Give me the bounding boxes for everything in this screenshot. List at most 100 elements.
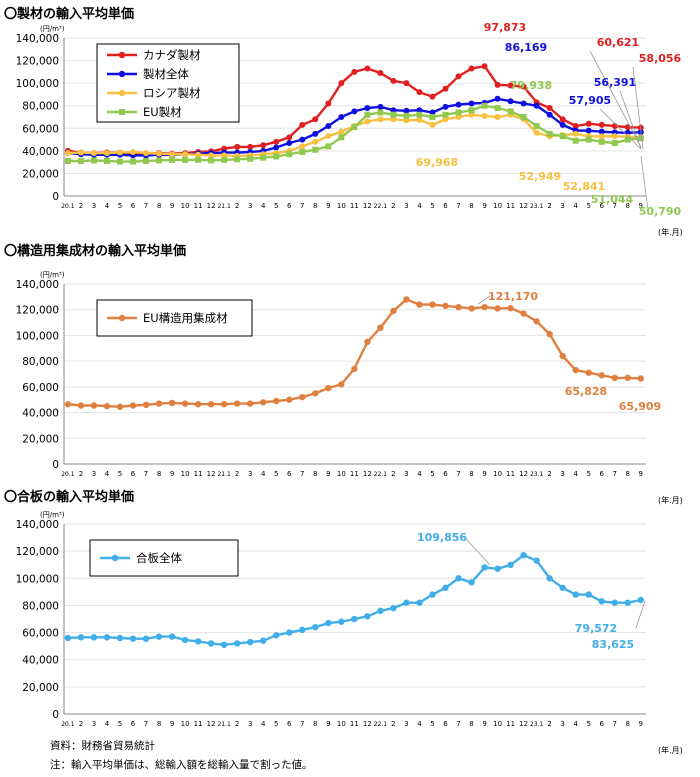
data-point [598, 372, 605, 379]
y-axis-label: (円/m³) [40, 511, 65, 519]
legend-swatch-marker [119, 109, 125, 115]
data-point [442, 302, 449, 310]
data-point [351, 615, 358, 623]
x-tick-label: 7 [144, 470, 148, 478]
data-point [442, 116, 449, 123]
data-point [481, 112, 488, 119]
x-tick-label: 8 [157, 470, 161, 478]
x-tick-label: 11 [506, 202, 515, 210]
x-tick-label: 6 [287, 720, 292, 728]
data-point [585, 591, 592, 598]
data-point [442, 103, 449, 110]
data-label: 56,391 [594, 76, 636, 89]
x-tick-label: 2 [547, 720, 551, 728]
data-point [273, 153, 280, 160]
data-point [143, 150, 150, 157]
series-4 [64, 102, 644, 165]
x-tick-label: 12 [363, 720, 372, 728]
data-point [572, 130, 579, 137]
data-point [390, 604, 397, 612]
data-point [155, 633, 163, 640]
data-point [559, 352, 566, 360]
data-point [637, 596, 644, 604]
x-tick-label: 23.1 [530, 203, 544, 210]
leader-line [589, 50, 642, 148]
data-point [338, 134, 345, 141]
data-point [377, 116, 384, 123]
data-point [338, 618, 345, 625]
data-point [312, 623, 319, 631]
data-point [377, 607, 384, 615]
data-point [533, 102, 540, 109]
x-tick-label: 5 [274, 470, 278, 478]
x-tick-label: 23.1 [530, 471, 544, 478]
data-point [546, 104, 553, 111]
x-tick-label: 11 [506, 470, 515, 478]
data-point [90, 157, 97, 164]
data-point [273, 632, 280, 639]
footnote: 注：輸入平均単価は、総輸入額を総輸入量で割った値。 [50, 759, 313, 771]
x-tick-label: 8 [626, 202, 630, 210]
x-tick-label: 3 [248, 720, 252, 728]
x-tick-label: 9 [326, 470, 330, 478]
data-point [130, 148, 137, 155]
data-point [325, 100, 332, 107]
x-tick-label: 20.1 [61, 471, 75, 478]
data-point [299, 393, 306, 401]
data-point [416, 89, 423, 96]
y-tick-label: 40,000 [22, 408, 59, 420]
leader-line [599, 108, 642, 150]
x-tick-label: 9 [482, 720, 486, 728]
data-point [77, 158, 84, 165]
data-point [116, 149, 123, 156]
x-tick-label: 8 [313, 720, 317, 728]
data-point [403, 117, 410, 124]
data-point [299, 626, 306, 634]
data-point [273, 144, 280, 151]
data-point [246, 400, 254, 407]
data-point [598, 138, 605, 145]
data-point [220, 641, 228, 648]
data-point [260, 142, 267, 149]
x-tick-label: 4 [417, 720, 422, 728]
x-tick-label: 10 [181, 202, 190, 210]
x-tick-label: 12 [363, 202, 372, 210]
x-tick-label: 11 [194, 720, 203, 728]
x-tick-label: 6 [131, 720, 136, 728]
x-tick-label: 9 [482, 470, 486, 478]
data-point [312, 146, 319, 153]
data-point [325, 143, 332, 150]
x-tick-label: 6 [599, 470, 604, 478]
data-point [377, 103, 384, 110]
y-tick-label: 0 [52, 191, 59, 203]
data-point [195, 156, 202, 163]
x-tick-label: 8 [157, 720, 161, 728]
x-tick-label: 4 [417, 202, 422, 210]
data-point [351, 68, 358, 75]
leader-line [632, 66, 644, 150]
data-point [546, 330, 553, 338]
data-point [390, 307, 397, 315]
data-point [312, 390, 319, 397]
x-tick-label: 10 [493, 202, 502, 210]
x-tick-label: 5 [118, 470, 122, 478]
data-point [572, 366, 579, 374]
y-axis-label: (円/m³) [40, 25, 65, 33]
data-point [364, 118, 371, 125]
data-point [507, 561, 514, 569]
x-tick-label: 23.1 [530, 721, 544, 728]
x-tick-label: 9 [326, 720, 330, 728]
x-tick-label: 3 [248, 470, 252, 478]
x-tick-label: 8 [313, 470, 317, 478]
data-point [103, 634, 111, 641]
data-point [637, 375, 644, 382]
data-point [299, 136, 306, 143]
x-tick-label: 7 [144, 720, 148, 728]
x-tick-label: 22.1 [374, 471, 388, 478]
y-tick-label: 40,000 [22, 146, 59, 158]
data-label: 69,968 [416, 156, 458, 169]
x-tick-label: 6 [287, 202, 292, 210]
x-tick-label: 22.1 [374, 203, 388, 210]
